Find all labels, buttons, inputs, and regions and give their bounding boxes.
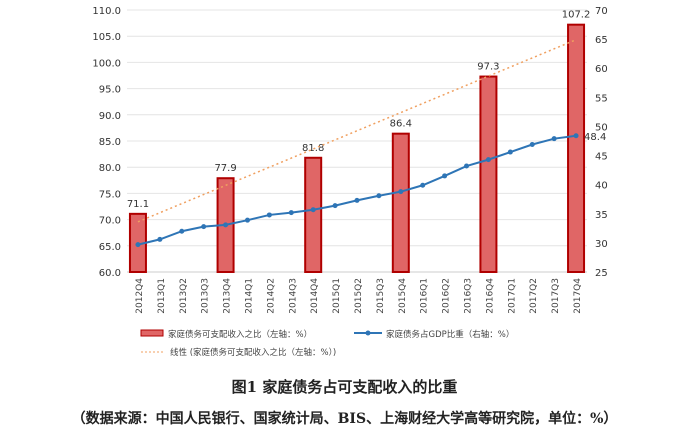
figure-title: 图1 家庭债务占可支配收入的比重	[231, 378, 458, 396]
right-tick-label: 30	[595, 239, 608, 250]
line-point	[223, 222, 229, 228]
right-tick-label: 45	[595, 152, 608, 163]
line-point	[420, 182, 426, 188]
line-point	[464, 163, 470, 169]
right-tick-label: 60	[595, 64, 608, 75]
left-tick-label: 95.0	[99, 85, 121, 96]
bar-label: 77.9	[214, 163, 236, 174]
bar	[391, 132, 410, 273]
left-tick-label: 90.0	[99, 111, 121, 122]
right-tick-label: 25	[595, 268, 608, 279]
x-tick-label: 2015Q1	[332, 278, 342, 314]
legend-line-label: 家庭债务占GDP比重（右轴：%）	[386, 329, 514, 340]
line-end-label: 48.4	[584, 132, 606, 143]
line-point	[135, 242, 141, 248]
left-tick-label: 75.0	[99, 189, 121, 200]
bar	[567, 23, 586, 274]
line-point	[442, 173, 448, 179]
legend-trend-label: 线性 (家庭债务可支配收入之比（左轴：%）)	[170, 347, 336, 358]
line-point	[157, 236, 163, 242]
x-tick-label: 2015Q3	[376, 278, 386, 314]
right-tick-label: 70	[595, 6, 608, 17]
x-tick-label: 2012Q4	[135, 278, 145, 314]
legend-line-marker	[365, 330, 371, 336]
x-tick-label: 2017Q1	[507, 278, 517, 314]
left-tick-label: 105.0	[92, 32, 121, 43]
trendline	[137, 39, 577, 223]
left-tick-label: 85.0	[99, 137, 121, 148]
line-point	[398, 189, 404, 195]
x-tick-label: 2016Q4	[485, 278, 495, 314]
bar	[304, 156, 323, 274]
bar-label: 86.4	[390, 119, 412, 130]
line-point	[551, 136, 557, 142]
x-tick-label: 2017Q4	[573, 278, 583, 314]
chart: 60.0 65.0 70.0 75.0 80.0 85.0 90.0 95.0 100.0 105…	[92, 6, 608, 358]
x-tick-label: 2017Q2	[529, 278, 539, 314]
line-point	[332, 203, 338, 209]
legend-bar-swatch	[140, 329, 164, 337]
line-point	[507, 149, 513, 155]
left-tick-label: 100.0	[92, 58, 121, 69]
left-tick-label: 110.0	[92, 6, 121, 17]
figure-source: （数据来源：中国人民银行、国家统计局、BIS、上海财经大学高等研究院，单位：%）	[71, 411, 618, 427]
x-tick-label: 2014Q2	[266, 278, 276, 314]
x-tick-label: 2013Q2	[179, 278, 189, 314]
line-point	[529, 141, 535, 147]
x-tick-label: 2015Q2	[354, 278, 364, 314]
bar	[479, 75, 498, 273]
x-tick-label: 2016Q3	[464, 278, 474, 314]
right-tick-label: 65	[595, 35, 608, 46]
line-point	[573, 133, 579, 139]
x-tick-label: 2015Q4	[398, 278, 408, 314]
line-point	[179, 228, 185, 234]
x-tick-label: 2013Q1	[157, 278, 167, 314]
line-point	[354, 197, 360, 203]
line-point	[310, 207, 316, 213]
x-tick-label: 2013Q3	[201, 278, 211, 314]
x-tick-label: 2014Q4	[310, 278, 320, 314]
left-tick-label: 70.0	[99, 216, 121, 227]
legend-bar-label: 家庭债务可支配收入之比（左轴：%）	[168, 329, 312, 340]
bar-label: 71.1	[127, 199, 149, 210]
left-tick-label: 65.0	[99, 242, 121, 253]
right-tick-label: 50	[595, 122, 608, 133]
x-tick-label: 2016Q2	[442, 278, 452, 314]
bar-label: 107.2	[562, 10, 591, 21]
bar-label: 97.3	[477, 62, 499, 73]
line-point	[201, 224, 207, 230]
line-point	[485, 157, 491, 163]
x-tick-label: 2013Q4	[223, 278, 233, 314]
left-tick-label: 60.0	[99, 268, 121, 279]
x-tick-label: 2017Q3	[551, 278, 561, 314]
right-tick-label: 55	[595, 93, 608, 104]
left-tick-label: 80.0	[99, 163, 121, 174]
x-tick-label: 2014Q3	[288, 278, 298, 314]
line-point	[376, 193, 382, 199]
x-tick-label: 2014Q1	[244, 278, 254, 314]
line-point	[266, 212, 272, 218]
right-tick-label: 35	[595, 210, 608, 221]
line-point	[288, 210, 294, 216]
right-tick-label: 40	[595, 181, 608, 192]
x-tick-label: 2016Q1	[420, 278, 430, 314]
line-point	[244, 217, 250, 223]
